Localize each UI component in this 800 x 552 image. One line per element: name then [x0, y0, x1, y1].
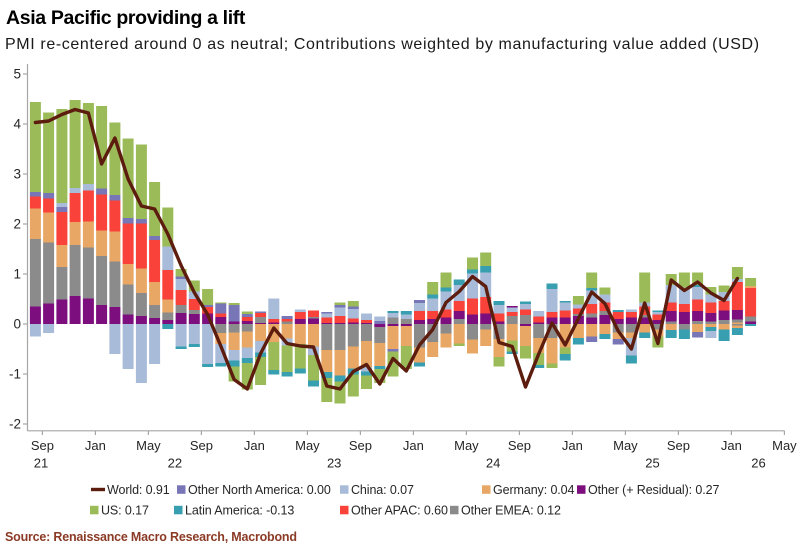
- svg-text:Jan: Jan: [85, 438, 106, 453]
- svg-text:26: 26: [751, 456, 765, 471]
- svg-text:23: 23: [327, 456, 341, 471]
- svg-text:May: May: [295, 438, 320, 453]
- svg-text:May: May: [136, 438, 161, 453]
- svg-text:-1: -1: [9, 367, 21, 382]
- svg-text:3: 3: [13, 167, 21, 182]
- svg-text:4: 4: [13, 117, 21, 132]
- svg-text:0: 0: [13, 317, 21, 332]
- svg-text:Sep: Sep: [349, 438, 372, 453]
- svg-text:Jan: Jan: [244, 438, 265, 453]
- svg-text:Sep: Sep: [508, 438, 531, 453]
- svg-text:21: 21: [34, 456, 48, 471]
- svg-text:US: 0.17: US: 0.17: [101, 504, 149, 518]
- svg-text:Germany: 0.04: Germany: 0.04: [493, 483, 575, 497]
- svg-text:Sep: Sep: [190, 438, 213, 453]
- svg-text:Sep: Sep: [31, 438, 54, 453]
- svg-text:Jan: Jan: [721, 438, 742, 453]
- svg-text:25: 25: [645, 456, 659, 471]
- svg-text:Jan: Jan: [403, 438, 424, 453]
- svg-text:Other (+ Residual): 0.27: Other (+ Residual): 0.27: [588, 483, 719, 497]
- svg-text:Other EMEA: 0.12: Other EMEA: 0.12: [461, 504, 561, 518]
- svg-text:May: May: [772, 438, 797, 453]
- svg-text:Sep: Sep: [667, 438, 690, 453]
- svg-text:2: 2: [13, 217, 21, 232]
- svg-text:China: 0.07: China: 0.07: [351, 483, 414, 497]
- svg-text:24: 24: [486, 456, 500, 471]
- svg-text:World: 0.91: World: 0.91: [107, 483, 170, 497]
- svg-text:Latin America: -0.13: Latin America: -0.13: [185, 504, 294, 518]
- svg-text:1: 1: [13, 267, 21, 282]
- svg-text:5: 5: [13, 67, 21, 82]
- svg-text:May: May: [454, 438, 479, 453]
- svg-text:Other APAC: 0.60: Other APAC: 0.60: [351, 504, 448, 518]
- svg-text:Other North America: 0.00: Other North America: 0.00: [188, 483, 331, 497]
- svg-text:Jan: Jan: [562, 438, 583, 453]
- svg-text:May: May: [613, 438, 638, 453]
- svg-text:22: 22: [168, 456, 182, 471]
- svg-text:-2: -2: [9, 417, 21, 432]
